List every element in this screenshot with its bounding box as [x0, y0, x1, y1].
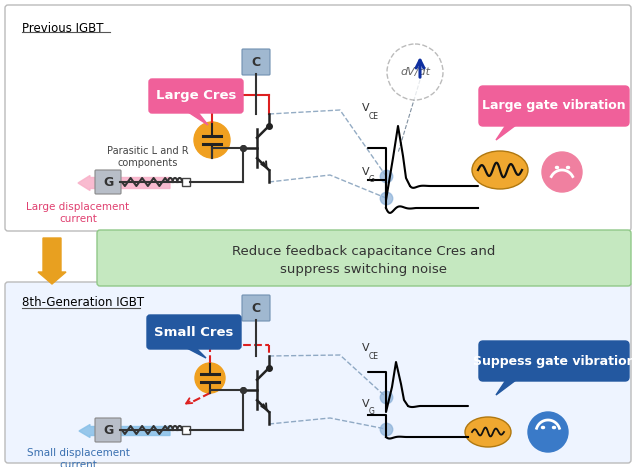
- Circle shape: [195, 363, 225, 393]
- Text: V: V: [362, 167, 369, 177]
- Text: Large displacement
current: Large displacement current: [27, 202, 129, 224]
- Text: 8th-Generation IGBT: 8th-Generation IGBT: [22, 296, 144, 309]
- Text: dV/dt: dV/dt: [400, 67, 430, 77]
- Text: Small displacement
current: Small displacement current: [27, 448, 129, 467]
- FancyBboxPatch shape: [242, 295, 270, 321]
- Text: G: G: [369, 175, 375, 184]
- FancyArrow shape: [38, 238, 66, 284]
- FancyBboxPatch shape: [95, 418, 121, 442]
- FancyArrow shape: [79, 425, 170, 438]
- Text: C: C: [252, 56, 261, 69]
- Text: V: V: [362, 103, 369, 113]
- Text: V: V: [362, 399, 369, 409]
- FancyBboxPatch shape: [479, 86, 629, 126]
- FancyBboxPatch shape: [147, 315, 241, 349]
- Text: Suppess gate vibration: Suppess gate vibration: [473, 354, 635, 368]
- Polygon shape: [185, 110, 208, 125]
- FancyBboxPatch shape: [95, 170, 121, 194]
- FancyBboxPatch shape: [149, 79, 243, 113]
- Text: Large gate vibration: Large gate vibration: [482, 99, 626, 113]
- Bar: [182, 426, 190, 434]
- Text: CE: CE: [369, 112, 379, 121]
- Circle shape: [387, 44, 443, 100]
- Circle shape: [194, 122, 230, 158]
- Polygon shape: [496, 377, 520, 395]
- Ellipse shape: [465, 417, 511, 447]
- Polygon shape: [183, 346, 206, 358]
- Text: Large Cres: Large Cres: [156, 90, 236, 102]
- Text: Parasitic L and R
components: Parasitic L and R components: [107, 146, 189, 168]
- FancyBboxPatch shape: [5, 5, 631, 231]
- Text: Small Cres: Small Cres: [154, 325, 234, 339]
- Ellipse shape: [472, 151, 528, 189]
- Circle shape: [542, 152, 582, 192]
- Polygon shape: [496, 122, 520, 140]
- FancyBboxPatch shape: [479, 341, 629, 381]
- Text: Reduce feedback capacitance Cres and: Reduce feedback capacitance Cres and: [233, 246, 496, 259]
- FancyBboxPatch shape: [5, 282, 631, 463]
- FancyArrow shape: [78, 176, 170, 191]
- Bar: [182, 178, 190, 186]
- Text: suppress switching noise: suppress switching noise: [280, 263, 448, 276]
- FancyBboxPatch shape: [97, 230, 631, 286]
- Text: V: V: [362, 343, 369, 353]
- Text: G: G: [103, 176, 113, 189]
- Text: G: G: [369, 407, 375, 416]
- Text: Previous IGBT: Previous IGBT: [22, 22, 103, 35]
- Text: C: C: [252, 302, 261, 314]
- Circle shape: [528, 412, 568, 452]
- FancyBboxPatch shape: [242, 49, 270, 75]
- Text: CE: CE: [369, 352, 379, 361]
- Text: G: G: [103, 424, 113, 437]
